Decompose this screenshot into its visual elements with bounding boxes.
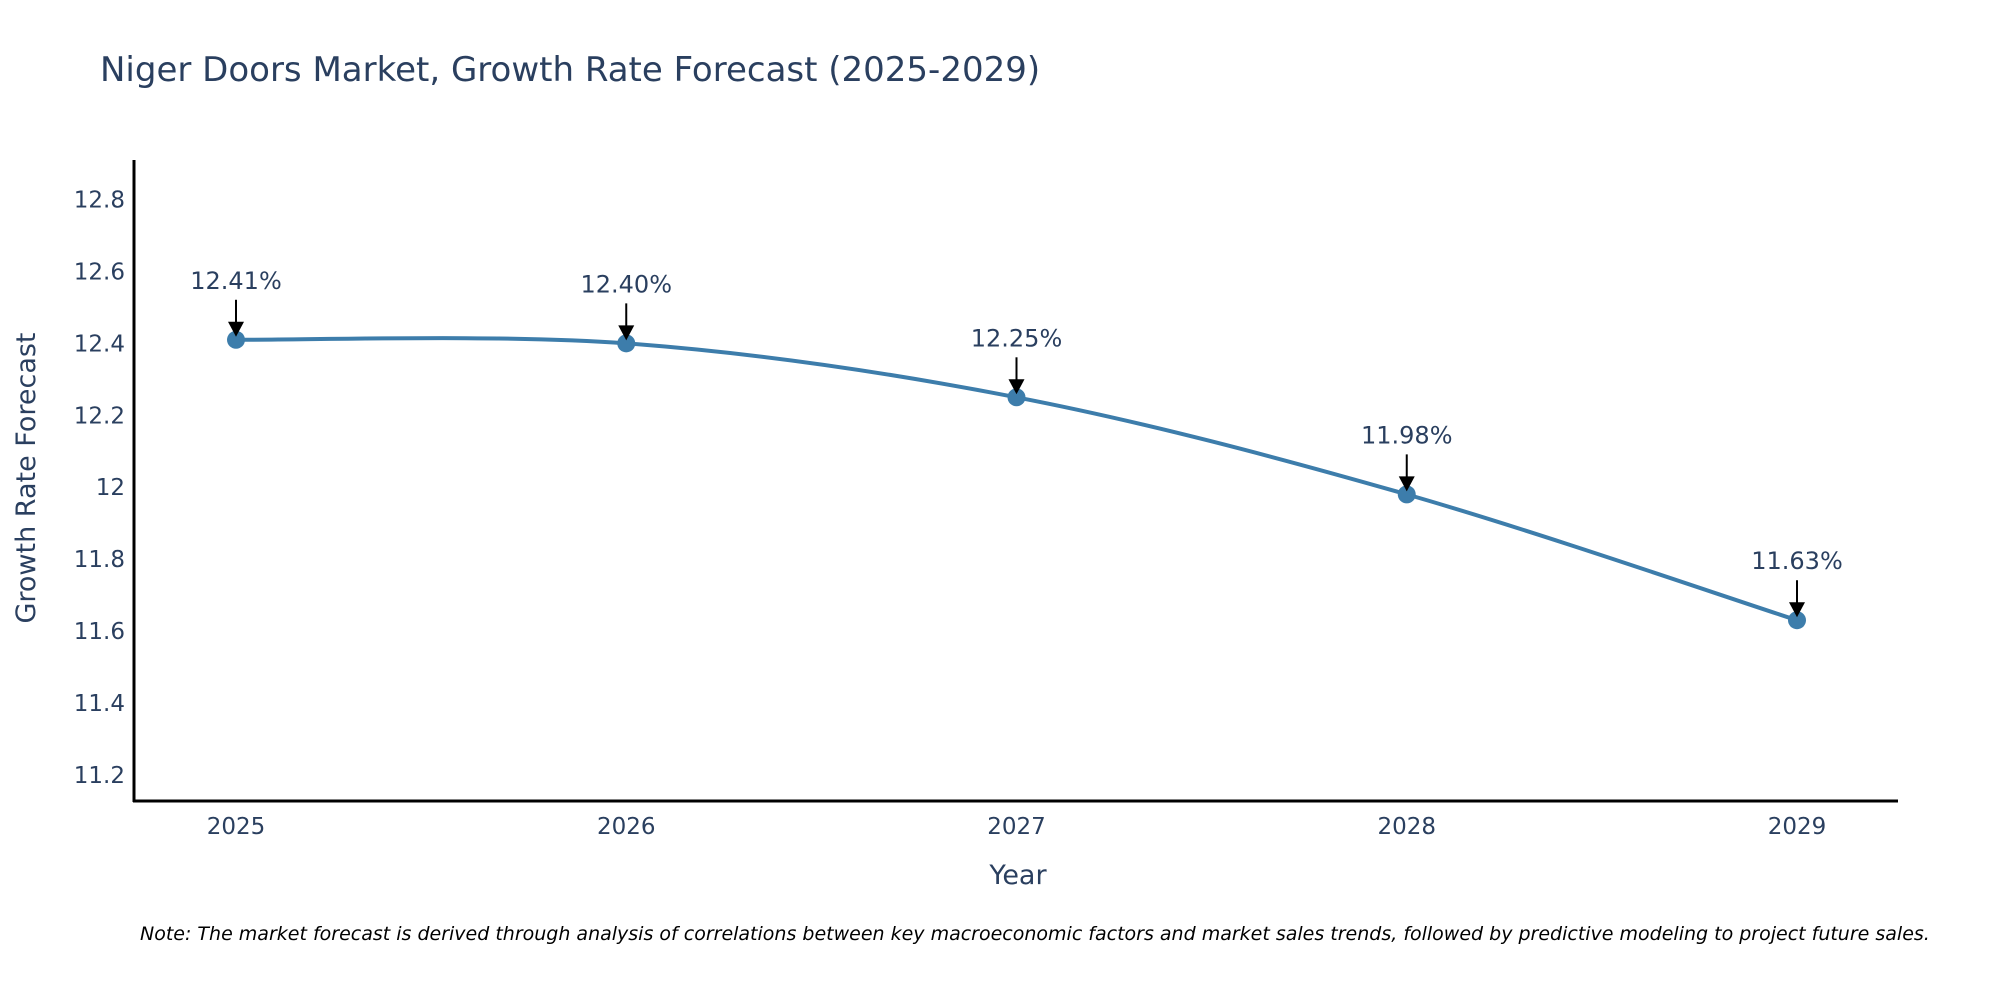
x-tick-label: 2027: [987, 814, 1046, 840]
chart-title: Niger Doors Market, Growth Rate Forecast…: [100, 50, 1040, 90]
chart-note: Note: The market forecast is derived thr…: [140, 923, 1930, 945]
x-tick-label: 2025: [207, 814, 266, 840]
data-label: 11.63%: [1751, 547, 1843, 575]
data-point: [1007, 388, 1026, 407]
y-tick-label: 12: [96, 475, 125, 501]
annotation-arrow-head: [1008, 379, 1025, 395]
data-label: 12.41%: [190, 267, 282, 295]
annotation-arrow-head: [1398, 476, 1415, 492]
y-tick-label: 12.2: [74, 403, 125, 429]
x-tick-label: 2029: [1768, 814, 1827, 840]
data-label: 11.98%: [1361, 421, 1453, 449]
y-tick-label: 12.4: [74, 331, 125, 357]
y-axis-title: Growth Rate Forecast: [11, 332, 42, 623]
y-tick-label: 11.4: [74, 691, 125, 717]
annotation-arrow-head: [1789, 602, 1805, 618]
x-tick-label: 2026: [597, 814, 656, 840]
x-tick-label: 2028: [1377, 814, 1436, 840]
y-tick-label: 12.6: [74, 259, 125, 285]
annotation-layer: 12.41% 12.40% 12.25% 11.98% 11.63%: [190, 267, 1843, 618]
data-point: [1397, 485, 1416, 504]
data-point: [617, 334, 636, 353]
y-tick-label: 11.8: [74, 547, 125, 573]
y-axis: 11.2 11.4 11.6 11.8 12 12.2 12.4 12.6 12.8: [74, 188, 125, 789]
data-label: 12.40%: [580, 270, 672, 298]
series-layer: [227, 330, 1806, 630]
y-tick-label: 11.6: [74, 619, 125, 645]
x-axis-title: Year: [988, 860, 1047, 891]
data-point: [1788, 611, 1806, 630]
data-label: 12.25%: [971, 324, 1063, 352]
annotation-arrow-head: [618, 325, 635, 341]
x-axis: 2025 2026 2027 2028 2029: [207, 814, 1827, 840]
data-point: [227, 330, 245, 349]
y-tick-label: 11.2: [74, 763, 125, 789]
annotation-arrow-head: [228, 321, 244, 337]
y-tick-label: 12.8: [74, 188, 125, 214]
